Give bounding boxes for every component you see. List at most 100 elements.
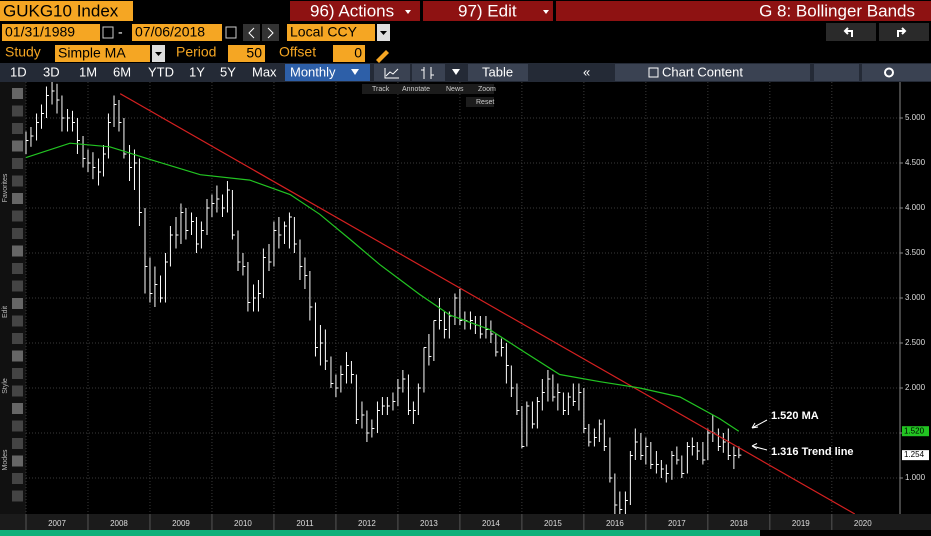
side-tool[interactable]: [12, 105, 23, 117]
trend-annotation: 1.316 Trend line: [771, 446, 854, 458]
side-label: Modes: [2, 449, 9, 471]
redo-icon: [897, 27, 907, 37]
dropdown-arrow: [405, 10, 411, 14]
settings-button[interactable]: [862, 64, 931, 81]
side-tool[interactable]: [12, 298, 23, 309]
side-tool[interactable]: [12, 228, 23, 239]
status-bar: [0, 530, 760, 536]
range-button[interactable]: 1Y: [189, 64, 205, 79]
side-tool[interactable]: [12, 490, 23, 502]
table-button[interactable]: [468, 64, 528, 81]
side-tool[interactable]: [12, 210, 23, 222]
range-button[interactable]: 6M: [113, 64, 131, 79]
side-tool[interactable]: [12, 315, 23, 327]
y-tick-label: 3.000: [905, 293, 926, 302]
side-tool[interactable]: [12, 368, 23, 379]
date-separator: -: [118, 24, 123, 40]
dropdown-arrow: [351, 69, 359, 75]
side-tool[interactable]: [12, 158, 23, 169]
side-tool[interactable]: [12, 263, 23, 274]
range-button[interactable]: 5Y: [220, 64, 236, 79]
range-button[interactable]: 1M: [79, 64, 97, 79]
prev-button[interactable]: [243, 24, 260, 41]
dropdown-arrow[interactable]: [452, 69, 460, 75]
x-tick-label: 2013: [420, 519, 438, 528]
side-tool[interactable]: [12, 420, 23, 432]
chart-content-button[interactable]: [615, 64, 810, 81]
y-tick-label: 3.500: [905, 248, 926, 257]
tool-button[interactable]: Annotate: [402, 86, 430, 93]
tool-button[interactable]: Track: [372, 86, 390, 93]
side-tool[interactable]: [12, 333, 23, 344]
trend-line: [119, 93, 856, 515]
bar-chart-button[interactable]: [412, 64, 445, 81]
next-button[interactable]: [262, 24, 279, 41]
side-tool[interactable]: [12, 385, 23, 397]
side-tool[interactable]: [12, 175, 23, 187]
offset-field[interactable]: [333, 45, 365, 62]
line-chart-icon: [384, 68, 399, 79]
calendar-icon[interactable]: [102, 26, 114, 39]
x-tick-label: 2015: [544, 519, 562, 528]
x-tick-label: 2007: [48, 519, 66, 528]
range-button[interactable]: Max: [252, 64, 277, 79]
study-label: Study: [5, 44, 41, 60]
side-tool[interactable]: [12, 280, 23, 292]
annotation-toolbar: [362, 84, 494, 94]
tool-button[interactable]: Zoom: [478, 86, 496, 93]
edit-chart-button[interactable]: [814, 64, 859, 81]
currency-field[interactable]: [287, 24, 375, 41]
dropdown-arrow: [543, 10, 549, 14]
side-tool[interactable]: [12, 438, 23, 449]
side-tool[interactable]: [12, 123, 23, 134]
offset-label: Offset: [279, 44, 316, 60]
period-field[interactable]: [228, 45, 265, 62]
x-tick-label: 2009: [172, 519, 190, 528]
price-tag: [902, 450, 929, 461]
side-tool[interactable]: [12, 473, 23, 484]
side-tool[interactable]: [12, 88, 23, 99]
side-tool[interactable]: [12, 140, 23, 152]
calendar-icon[interactable]: [225, 26, 237, 39]
dropdown-arrow: [155, 52, 162, 56]
annotation-arrow: [751, 443, 768, 451]
side-tool[interactable]: [12, 455, 23, 467]
y-tick-label: 4.000: [905, 203, 926, 212]
function-title: G 8: Bollinger Bands: [759, 1, 915, 20]
range-button[interactable]: YTD: [148, 64, 174, 79]
actions-menu[interactable]: [290, 1, 420, 21]
ticker-field[interactable]: [0, 1, 133, 21]
tool-button[interactable]: News: [446, 86, 464, 93]
x-tick-label: 2017: [668, 519, 686, 528]
side-label: Edit: [2, 306, 9, 318]
price-tag: [902, 426, 929, 437]
y-tick-label: 2.500: [905, 338, 926, 347]
reset-button[interactable]: [466, 97, 494, 107]
period-label: Period: [176, 44, 216, 60]
range-button[interactable]: 3D: [43, 64, 60, 79]
start-date-field[interactable]: [2, 24, 100, 41]
edit-menu[interactable]: [423, 1, 553, 21]
ma-annotation: 1.520 MA: [771, 410, 819, 422]
collapse-icon[interactable]: «: [583, 64, 590, 79]
y-tick-label: 5.000: [905, 113, 926, 122]
end-date-field[interactable]: [132, 24, 222, 41]
x-tick-label: 2019: [792, 519, 810, 528]
side-tool[interactable]: [12, 403, 23, 414]
x-tick-label: 2008: [110, 519, 128, 528]
frequency-button[interactable]: [285, 64, 370, 81]
range-button[interactable]: 1D: [10, 64, 27, 79]
side-tool[interactable]: [12, 350, 23, 362]
side-label: Favorites: [2, 173, 9, 202]
pencil-icon[interactable]: [376, 50, 389, 63]
study-field[interactable]: [55, 45, 150, 62]
study: Simple MA: [58, 45, 126, 61]
start-date: 01/31/1989: [5, 24, 75, 40]
line-chart-button[interactable]: [374, 64, 410, 81]
side-tool[interactable]: [12, 245, 23, 257]
x-tick-label: 2018: [730, 519, 748, 528]
period: 50: [246, 45, 262, 61]
side-tool[interactable]: [12, 193, 23, 204]
annotation-arrow: [751, 419, 768, 429]
